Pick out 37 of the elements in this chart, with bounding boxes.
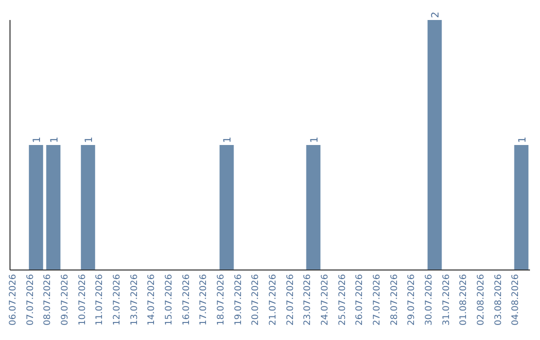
x-tick-label: 30.07.2026 [424,274,435,326]
x-tick-label: 26.07.2026 [355,274,366,326]
x-tick-label: 07.07.2026 [26,274,36,326]
data-label: 1 [309,136,320,143]
x-tick-label: 11.07.2026 [95,274,106,326]
x-tick-label: 06.07.2026 [8,274,19,326]
data-label: 1 [84,136,95,143]
x-tick-label: 16.07.2026 [182,274,192,326]
x-tick-label: 24.07.2026 [320,274,331,326]
x-tick-label: 09.07.2026 [60,274,71,326]
x-tick-label: 01.08.2026 [459,274,470,326]
x-tick-label: 03.08.2026 [494,274,504,326]
x-tick-label: 21.07.2026 [268,274,279,326]
x-tick-label: 04.08.2026 [511,274,522,326]
data-label: 1 [222,136,234,143]
x-tick-label: 31.07.2026 [442,274,452,326]
x-tick-label: 22.07.2026 [286,274,296,326]
x-tick-label: 25.07.2026 [338,274,348,326]
data-label: 1 [32,136,43,143]
x-tick-label: 23.07.2026 [303,274,314,326]
x-tick-label: 14.07.2026 [147,274,158,326]
x-tick-label: 02.08.2026 [476,274,487,326]
x-tick-label: 17.07.2026 [199,274,210,326]
data-label: 1 [49,136,60,143]
x-tick-label: 13.07.2026 [130,274,140,326]
x-tick-label: 18.07.2026 [216,274,227,326]
data-label: 1 [517,136,528,143]
data-label: 2 [430,12,442,18]
x-tick-label: 15.07.2026 [164,274,175,326]
x-tick-label: 19.07.2026 [234,274,244,326]
x-tick-label: 08.07.2026 [43,274,54,326]
x-tick-label: 10.07.2026 [78,274,88,326]
x-tick-label: 29.07.2026 [407,274,418,326]
x-tick-label: 28.07.2026 [390,274,400,326]
x-tick-label: 20.07.2026 [251,274,262,326]
x-tick-label: 27.07.2026 [372,274,383,326]
x-tick-label: 12.07.2026 [112,274,123,326]
